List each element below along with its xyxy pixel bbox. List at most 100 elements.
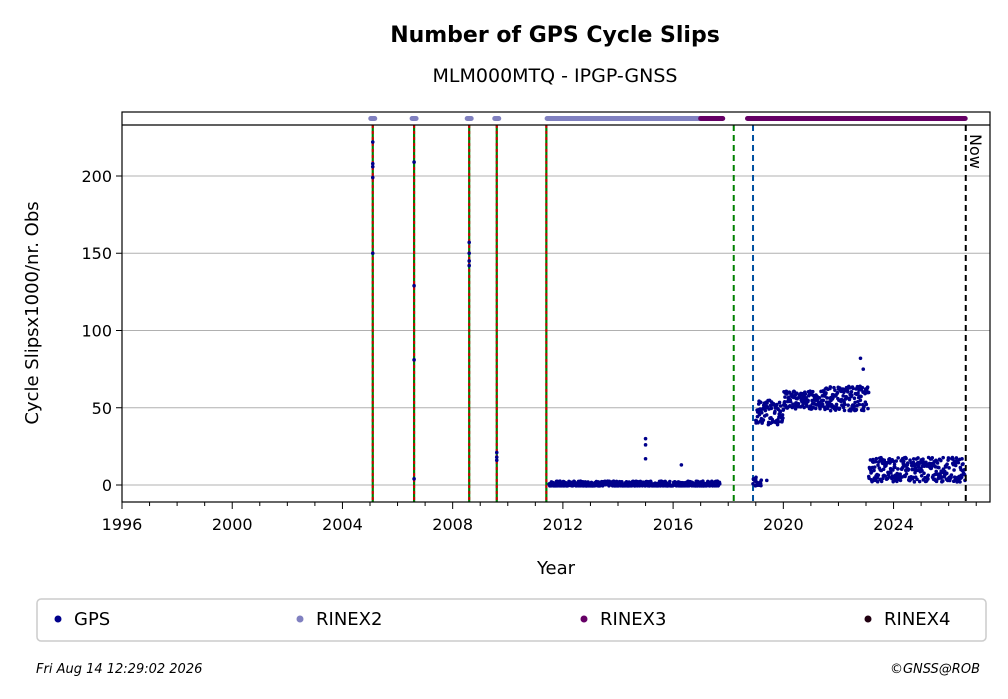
gps-point [861,367,866,371]
gps-point [904,456,908,461]
gps-point [908,458,912,462]
gps-point [805,404,809,408]
gps-point [780,413,785,417]
legend-label-rinex4: RINEX4 [884,609,950,630]
gps-point [876,463,880,467]
gps-point [754,475,758,480]
gps-point [802,405,806,410]
gps-point [370,164,375,169]
legend-label-gps: GPS [74,609,110,630]
gps-point [856,391,860,395]
gps-point [843,402,847,407]
gps-point [893,465,897,470]
gps-point [769,406,774,411]
gps-point [851,386,855,391]
gps-point [906,467,911,472]
gps-point [370,251,375,256]
gps-point [412,160,416,164]
now-marker: Now [964,125,985,502]
gps-point [862,404,866,409]
gps-point [825,396,829,400]
gps-point [854,407,859,412]
gps-point [915,477,919,482]
gps-point [891,468,895,472]
gps-point [913,470,917,475]
gps-point [852,396,857,401]
x-axis-label: Year [536,558,576,579]
gps-point [467,251,472,256]
gps-point [643,436,648,441]
gps-point [960,457,964,461]
gps-point [896,456,900,460]
gps-point [961,462,965,466]
gps-point [370,175,375,180]
gps-point [370,161,375,166]
gps-point [872,465,877,469]
now-label: Now [966,134,985,169]
gps-point [571,483,575,488]
gps-point [817,396,822,400]
gps-point [796,401,801,406]
gps-point [959,475,964,480]
gps-point [782,400,787,404]
gps-point [758,400,763,405]
legend-label-rinex2: RINEX2 [316,609,382,630]
gps-point [920,468,924,473]
gps-point [883,474,888,478]
gps-point [911,460,916,465]
gps-point [824,391,828,395]
gps-point [833,388,837,393]
gps-point [956,460,961,465]
gps-point [842,408,847,413]
gps-point [887,475,892,479]
gps-point [859,394,863,399]
gps-point [775,422,780,427]
gps-point [935,461,940,465]
gps-point [847,397,852,402]
gps-point [926,473,931,478]
gps-point [837,406,842,411]
gps-point [898,478,903,483]
gps-point [919,473,924,478]
legend-marker-rinex2 [296,615,304,623]
gps-point [855,399,860,404]
gps-point [370,140,375,144]
gps-point [849,390,854,394]
gps-point [852,405,856,409]
gps-point [871,457,875,462]
gps-point [841,405,846,410]
legend-label-rinex3: RINEX3 [600,609,666,630]
gps-point [898,472,902,476]
gps-point [808,389,812,394]
gps-point [896,467,900,471]
chart-title: Number of GPS Cycle Slips [390,23,720,48]
gps-point [866,390,871,395]
gps-point [921,457,925,461]
gps-point [834,402,839,407]
footer-timestamp: Fri Aug 14 12:29:02 2026 [36,662,202,677]
x-tick-label: 2020 [763,515,804,534]
x-tick-label: 2012 [543,515,584,534]
plot-frame [121,111,991,503]
gps-point [873,459,878,464]
gps-point [467,240,472,245]
gps-point [831,396,835,400]
gps-point [858,356,863,361]
gps-point [846,403,850,407]
gps-point [494,455,499,459]
legend-marker-rinex4 [864,615,872,623]
gps-point [803,392,808,396]
gps-point [759,411,764,415]
footer-copyright: ©GNSS@ROB [890,662,980,677]
y-axis-ticks: 0 50 100 150 200 [81,167,122,495]
gps-point [848,408,853,413]
gps-point [912,480,917,484]
gps-point [934,469,939,474]
gps-point [820,402,825,407]
gps-point [876,473,881,477]
gps-point [953,463,958,468]
gps-point [765,478,769,483]
gps-point [668,479,672,484]
x-tick-label: 2008 [432,515,473,534]
gps-point [916,456,920,460]
